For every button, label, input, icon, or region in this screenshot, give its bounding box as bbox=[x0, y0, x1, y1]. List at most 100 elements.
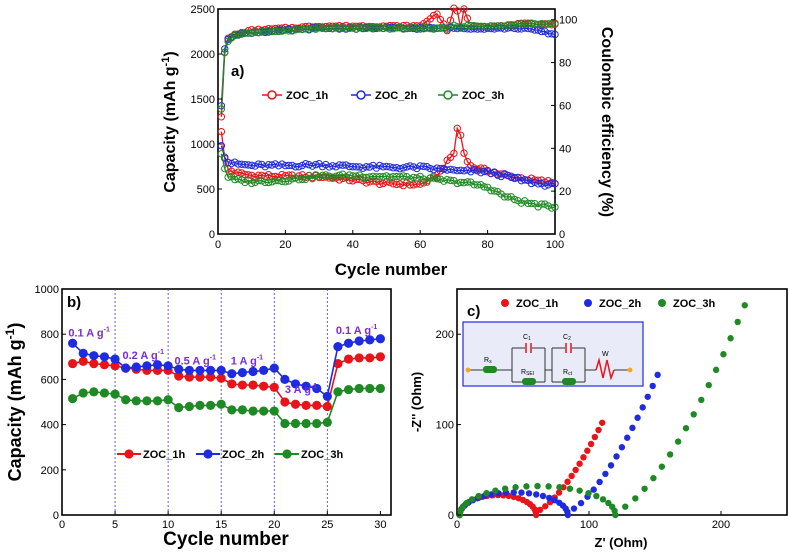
panel-b-axes: 0 5 10 15 20 25 30 0 200 400 600 800 1000 bbox=[35, 284, 387, 531]
panel-b-point bbox=[237, 368, 248, 378]
panel-c-point-ZOC_3h bbox=[741, 302, 748, 309]
panel-a-ytick-label: 2000 bbox=[191, 49, 215, 61]
panel-a-capacity-point bbox=[480, 183, 488, 191]
panel-a-capacity-point bbox=[274, 176, 283, 185]
panel-a-capacity-point bbox=[264, 178, 273, 187]
panel-a-capacity-point bbox=[537, 200, 546, 208]
panel-a-capacity-point bbox=[237, 169, 246, 177]
panel-b-point bbox=[280, 374, 290, 384]
panel-a-ce-point bbox=[551, 20, 559, 28]
panel-c-point-ZOC_2h bbox=[618, 444, 626, 451]
panel-a-capacity-point bbox=[386, 178, 394, 186]
panel-b-point bbox=[142, 361, 152, 371]
panel-b-point bbox=[375, 334, 385, 344]
panel-c-point-ZOC_3h bbox=[534, 482, 541, 490]
panel-b-rate-annotations: 0.1 A g-10.2 A g-10.5 A g-1 1 A g-13 A g-… bbox=[68, 324, 377, 396]
panel-a-ce-point bbox=[510, 21, 519, 29]
panel-b-rate-annotation: 0.1 A g-1 bbox=[68, 326, 110, 339]
panel-b-point bbox=[78, 356, 88, 366]
panel-a-capacity-point bbox=[520, 176, 529, 184]
panel-b-point bbox=[131, 396, 141, 406]
panel-b-point bbox=[184, 365, 194, 375]
panel-a-capacity-point bbox=[396, 180, 404, 188]
panel-a-capacity-point bbox=[429, 165, 438, 174]
panel-b-point bbox=[152, 396, 163, 406]
resistor-rsei bbox=[522, 378, 536, 385]
panel-a-y2tick-label: 20 bbox=[559, 186, 571, 198]
panel-c-point-ZOC_2h bbox=[596, 478, 603, 486]
panel-a-capacity-line-ZOC_3h bbox=[220, 153, 556, 209]
panel-a-ce-point bbox=[433, 10, 441, 18]
panel-a-ce-point bbox=[460, 5, 468, 13]
panel-b-point bbox=[68, 358, 78, 369]
panel-c-point-ZOC_3h bbox=[705, 381, 712, 389]
panel-a-capacity-point bbox=[338, 161, 347, 169]
panel-b-point bbox=[174, 364, 184, 374]
panel-b-point bbox=[312, 400, 322, 410]
panel-c-point-ZOC_3h bbox=[632, 495, 639, 502]
panel-c-label: c) bbox=[467, 303, 480, 320]
panel-b-point bbox=[89, 351, 99, 361]
panel-a-capacity-point bbox=[298, 175, 306, 184]
panel-b-legend-marker bbox=[124, 449, 134, 459]
panel-b-ytick-label: 600 bbox=[41, 374, 59, 386]
panel-a-capacity-point bbox=[473, 181, 482, 189]
panel-a-capacity-point bbox=[342, 161, 350, 169]
panel-b-point bbox=[301, 381, 311, 391]
panel-a-capacity-point bbox=[285, 161, 293, 170]
panel-c-point-ZOC_1h bbox=[568, 472, 575, 480]
panel-b-point bbox=[89, 387, 99, 397]
panel-c-point-ZOC_3h bbox=[512, 484, 519, 491]
panel-b-point bbox=[290, 399, 301, 409]
panel-b-point bbox=[354, 336, 364, 346]
panel-b-ylabel-text: Capacity (mAh g bbox=[5, 339, 25, 481]
panel-b-point bbox=[78, 348, 88, 359]
panel-a-ce-point bbox=[534, 26, 542, 34]
panel-b-label: b) bbox=[67, 294, 81, 311]
panel-a-ce-point bbox=[463, 14, 472, 22]
panel-a-ce-point bbox=[527, 25, 536, 33]
panel-c-xtick-label: 200 bbox=[712, 519, 730, 531]
panel-a-y2tick-label: 60 bbox=[559, 100, 571, 112]
panel-c-legend-marker bbox=[501, 299, 509, 307]
panel-a-xtick-label: 80 bbox=[481, 239, 493, 251]
panel-a-ce-point bbox=[551, 30, 559, 39]
panel-a-capacity-point bbox=[221, 164, 229, 173]
panel-c-point-ZOC_2h bbox=[510, 489, 517, 496]
resistor-rct bbox=[562, 378, 576, 385]
panel-a-capacity-point bbox=[547, 179, 556, 188]
panel-c-point-ZOC_1h bbox=[536, 506, 544, 514]
panel-b-point bbox=[301, 418, 311, 429]
panel-b-rate-annotation: 0.5 A g-1 bbox=[174, 355, 216, 368]
panel-c-point-ZOC_2h bbox=[533, 491, 540, 498]
panel-a-ylabel-text: Capacity (mAh g bbox=[162, 66, 179, 192]
panel-a-ylabel-sup: -1 bbox=[160, 57, 172, 67]
rs-label-main: R bbox=[484, 357, 489, 364]
panel-a-xtick-label: 100 bbox=[546, 239, 564, 251]
panel-a-capacity-point bbox=[308, 162, 317, 170]
panel-a-capacity-point bbox=[254, 176, 263, 185]
panel-b-xtick-label: 10 bbox=[162, 519, 174, 531]
panel-c-point-ZOC_3h bbox=[523, 483, 530, 490]
panel-c-point-ZOC_1h bbox=[542, 503, 549, 510]
panel-a-capacity-point bbox=[399, 172, 408, 180]
panel-a-capacity-point bbox=[534, 180, 542, 188]
panel-b-point bbox=[248, 406, 258, 416]
panel-c: 0 100 200 0 100 200 c) Z' (Ohm) -Z'' (Ohm) ZO… bbox=[409, 288, 788, 550]
panel-a-capacity-point bbox=[278, 160, 286, 168]
panel-a-ce-point bbox=[403, 24, 411, 33]
panel-a-legend-label: ZOC_1h bbox=[286, 90, 328, 102]
panel-c-legend-label: ZOC_1h bbox=[516, 298, 558, 310]
panel-a-ce-point bbox=[352, 25, 360, 33]
panel-b-rate-annotation-sup: -1 bbox=[104, 326, 110, 333]
panel-a-legend-label: ZOC_3h bbox=[462, 90, 504, 102]
panel-b-point bbox=[163, 361, 173, 371]
panel-b-point bbox=[184, 401, 194, 412]
c2-label-main: C bbox=[563, 334, 568, 341]
panel-a-ce-point bbox=[274, 27, 283, 36]
panel-b-rate-annotation-text: 3 A g bbox=[285, 384, 311, 396]
panel-b-point bbox=[312, 418, 322, 429]
panel-b-xtick-label: 5 bbox=[112, 519, 118, 531]
panel-b-point bbox=[375, 383, 385, 394]
panel-a-capacity-point bbox=[527, 199, 536, 208]
